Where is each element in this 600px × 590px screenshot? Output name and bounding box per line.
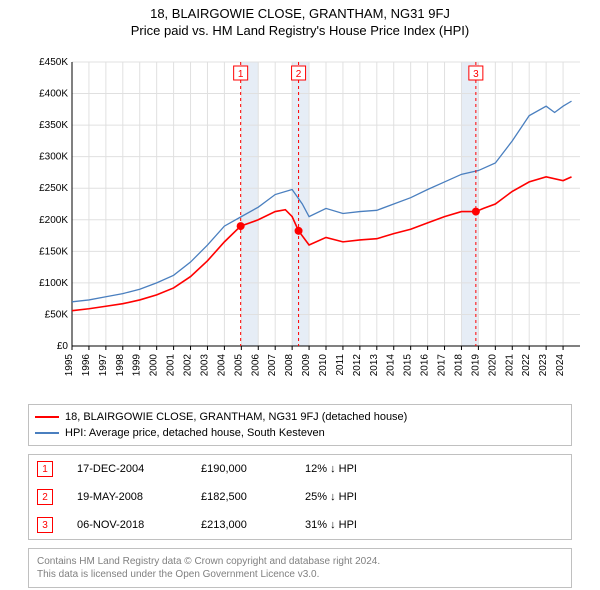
svg-text:2019: 2019	[470, 354, 481, 377]
footer-line: Contains HM Land Registry data © Crown c…	[37, 555, 563, 568]
legend-item: HPI: Average price, detached house, Sout…	[35, 425, 565, 441]
event-marker-icon: 2	[37, 489, 53, 505]
event-price: £182,500	[201, 491, 281, 503]
price-chart: £0 £50K £100K £150K £200K £250K £300K £350K £400…	[28, 46, 588, 396]
event-price: £190,000	[201, 463, 281, 475]
svg-text:2022: 2022	[521, 354, 532, 377]
svg-text:£250K: £250K	[39, 183, 68, 194]
svg-text:2017: 2017	[437, 354, 448, 377]
event-marker-icon: 1	[37, 461, 53, 477]
svg-text:2024: 2024	[555, 354, 566, 377]
svg-text:£400K: £400K	[39, 89, 68, 100]
svg-text:2014: 2014	[386, 354, 397, 377]
svg-text:2018: 2018	[453, 354, 464, 377]
event-row: 1 17-DEC-2004 £190,000 12% ↓ HPI	[29, 455, 571, 483]
event-price: £213,000	[201, 519, 281, 531]
svg-text:2010: 2010	[318, 354, 329, 377]
svg-text:2007: 2007	[267, 354, 278, 377]
svg-text:2013: 2013	[369, 354, 380, 377]
svg-text:2003: 2003	[199, 354, 210, 377]
svg-text:2016: 2016	[420, 354, 431, 377]
svg-text:2012: 2012	[352, 354, 363, 377]
svg-text:2006: 2006	[250, 354, 261, 377]
chart-svg: £0 £50K £100K £150K £200K £250K £300K £350K £400…	[28, 46, 588, 396]
svg-text:2020: 2020	[487, 354, 498, 377]
event-date: 17-DEC-2004	[77, 463, 177, 475]
events-table: 1 17-DEC-2004 £190,000 12% ↓ HPI 2 19-MA…	[28, 454, 572, 540]
event-marker-icon: 3	[37, 517, 53, 533]
svg-text:1998: 1998	[115, 354, 126, 377]
svg-text:£350K: £350K	[39, 120, 68, 131]
svg-text:1997: 1997	[98, 354, 109, 377]
event-diff: 25% ↓ HPI	[305, 491, 357, 503]
footer-line: This data is licensed under the Open Gov…	[37, 568, 563, 581]
svg-text:£200K: £200K	[39, 215, 68, 226]
svg-text:2004: 2004	[216, 354, 227, 377]
svg-text:1996: 1996	[81, 354, 92, 377]
svg-text:2002: 2002	[183, 354, 194, 377]
svg-text:2023: 2023	[538, 354, 549, 377]
svg-text:2005: 2005	[233, 354, 244, 377]
svg-text:£100K: £100K	[39, 278, 68, 289]
page-subtitle: Price paid vs. HM Land Registry's House …	[0, 23, 600, 38]
svg-text:£0: £0	[57, 341, 69, 352]
legend-label: 18, BLAIRGOWIE CLOSE, GRANTHAM, NG31 9FJ…	[65, 411, 407, 423]
event-diff: 31% ↓ HPI	[305, 519, 357, 531]
svg-text:2009: 2009	[301, 354, 312, 377]
legend-swatch	[35, 416, 59, 418]
event-date: 06-NOV-2018	[77, 519, 177, 531]
svg-text:£300K: £300K	[39, 152, 68, 163]
legend-label: HPI: Average price, detached house, Sout…	[65, 427, 325, 439]
event-diff: 12% ↓ HPI	[305, 463, 357, 475]
svg-text:£50K: £50K	[45, 309, 69, 320]
svg-text:2015: 2015	[403, 354, 414, 377]
svg-text:1999: 1999	[132, 354, 143, 377]
svg-text:£450K: £450K	[39, 57, 68, 68]
svg-text:1: 1	[238, 69, 244, 80]
svg-text:1995: 1995	[64, 354, 75, 377]
event-row: 3 06-NOV-2018 £213,000 31% ↓ HPI	[29, 511, 571, 539]
svg-text:2001: 2001	[166, 354, 177, 377]
svg-text:2021: 2021	[504, 354, 515, 377]
legend: 18, BLAIRGOWIE CLOSE, GRANTHAM, NG31 9FJ…	[28, 404, 572, 446]
event-date: 19-MAY-2008	[77, 491, 177, 503]
svg-text:2008: 2008	[284, 354, 295, 377]
page-title: 18, BLAIRGOWIE CLOSE, GRANTHAM, NG31 9FJ	[0, 6, 600, 21]
svg-text:£150K: £150K	[39, 246, 68, 257]
svg-text:2: 2	[296, 69, 302, 80]
legend-item: 18, BLAIRGOWIE CLOSE, GRANTHAM, NG31 9FJ…	[35, 409, 565, 425]
svg-text:3: 3	[473, 69, 479, 80]
svg-text:2011: 2011	[335, 354, 346, 376]
legend-swatch	[35, 432, 59, 434]
svg-text:2000: 2000	[149, 354, 160, 377]
footer-attribution: Contains HM Land Registry data © Crown c…	[28, 548, 572, 588]
event-row: 2 19-MAY-2008 £182,500 25% ↓ HPI	[29, 483, 571, 511]
